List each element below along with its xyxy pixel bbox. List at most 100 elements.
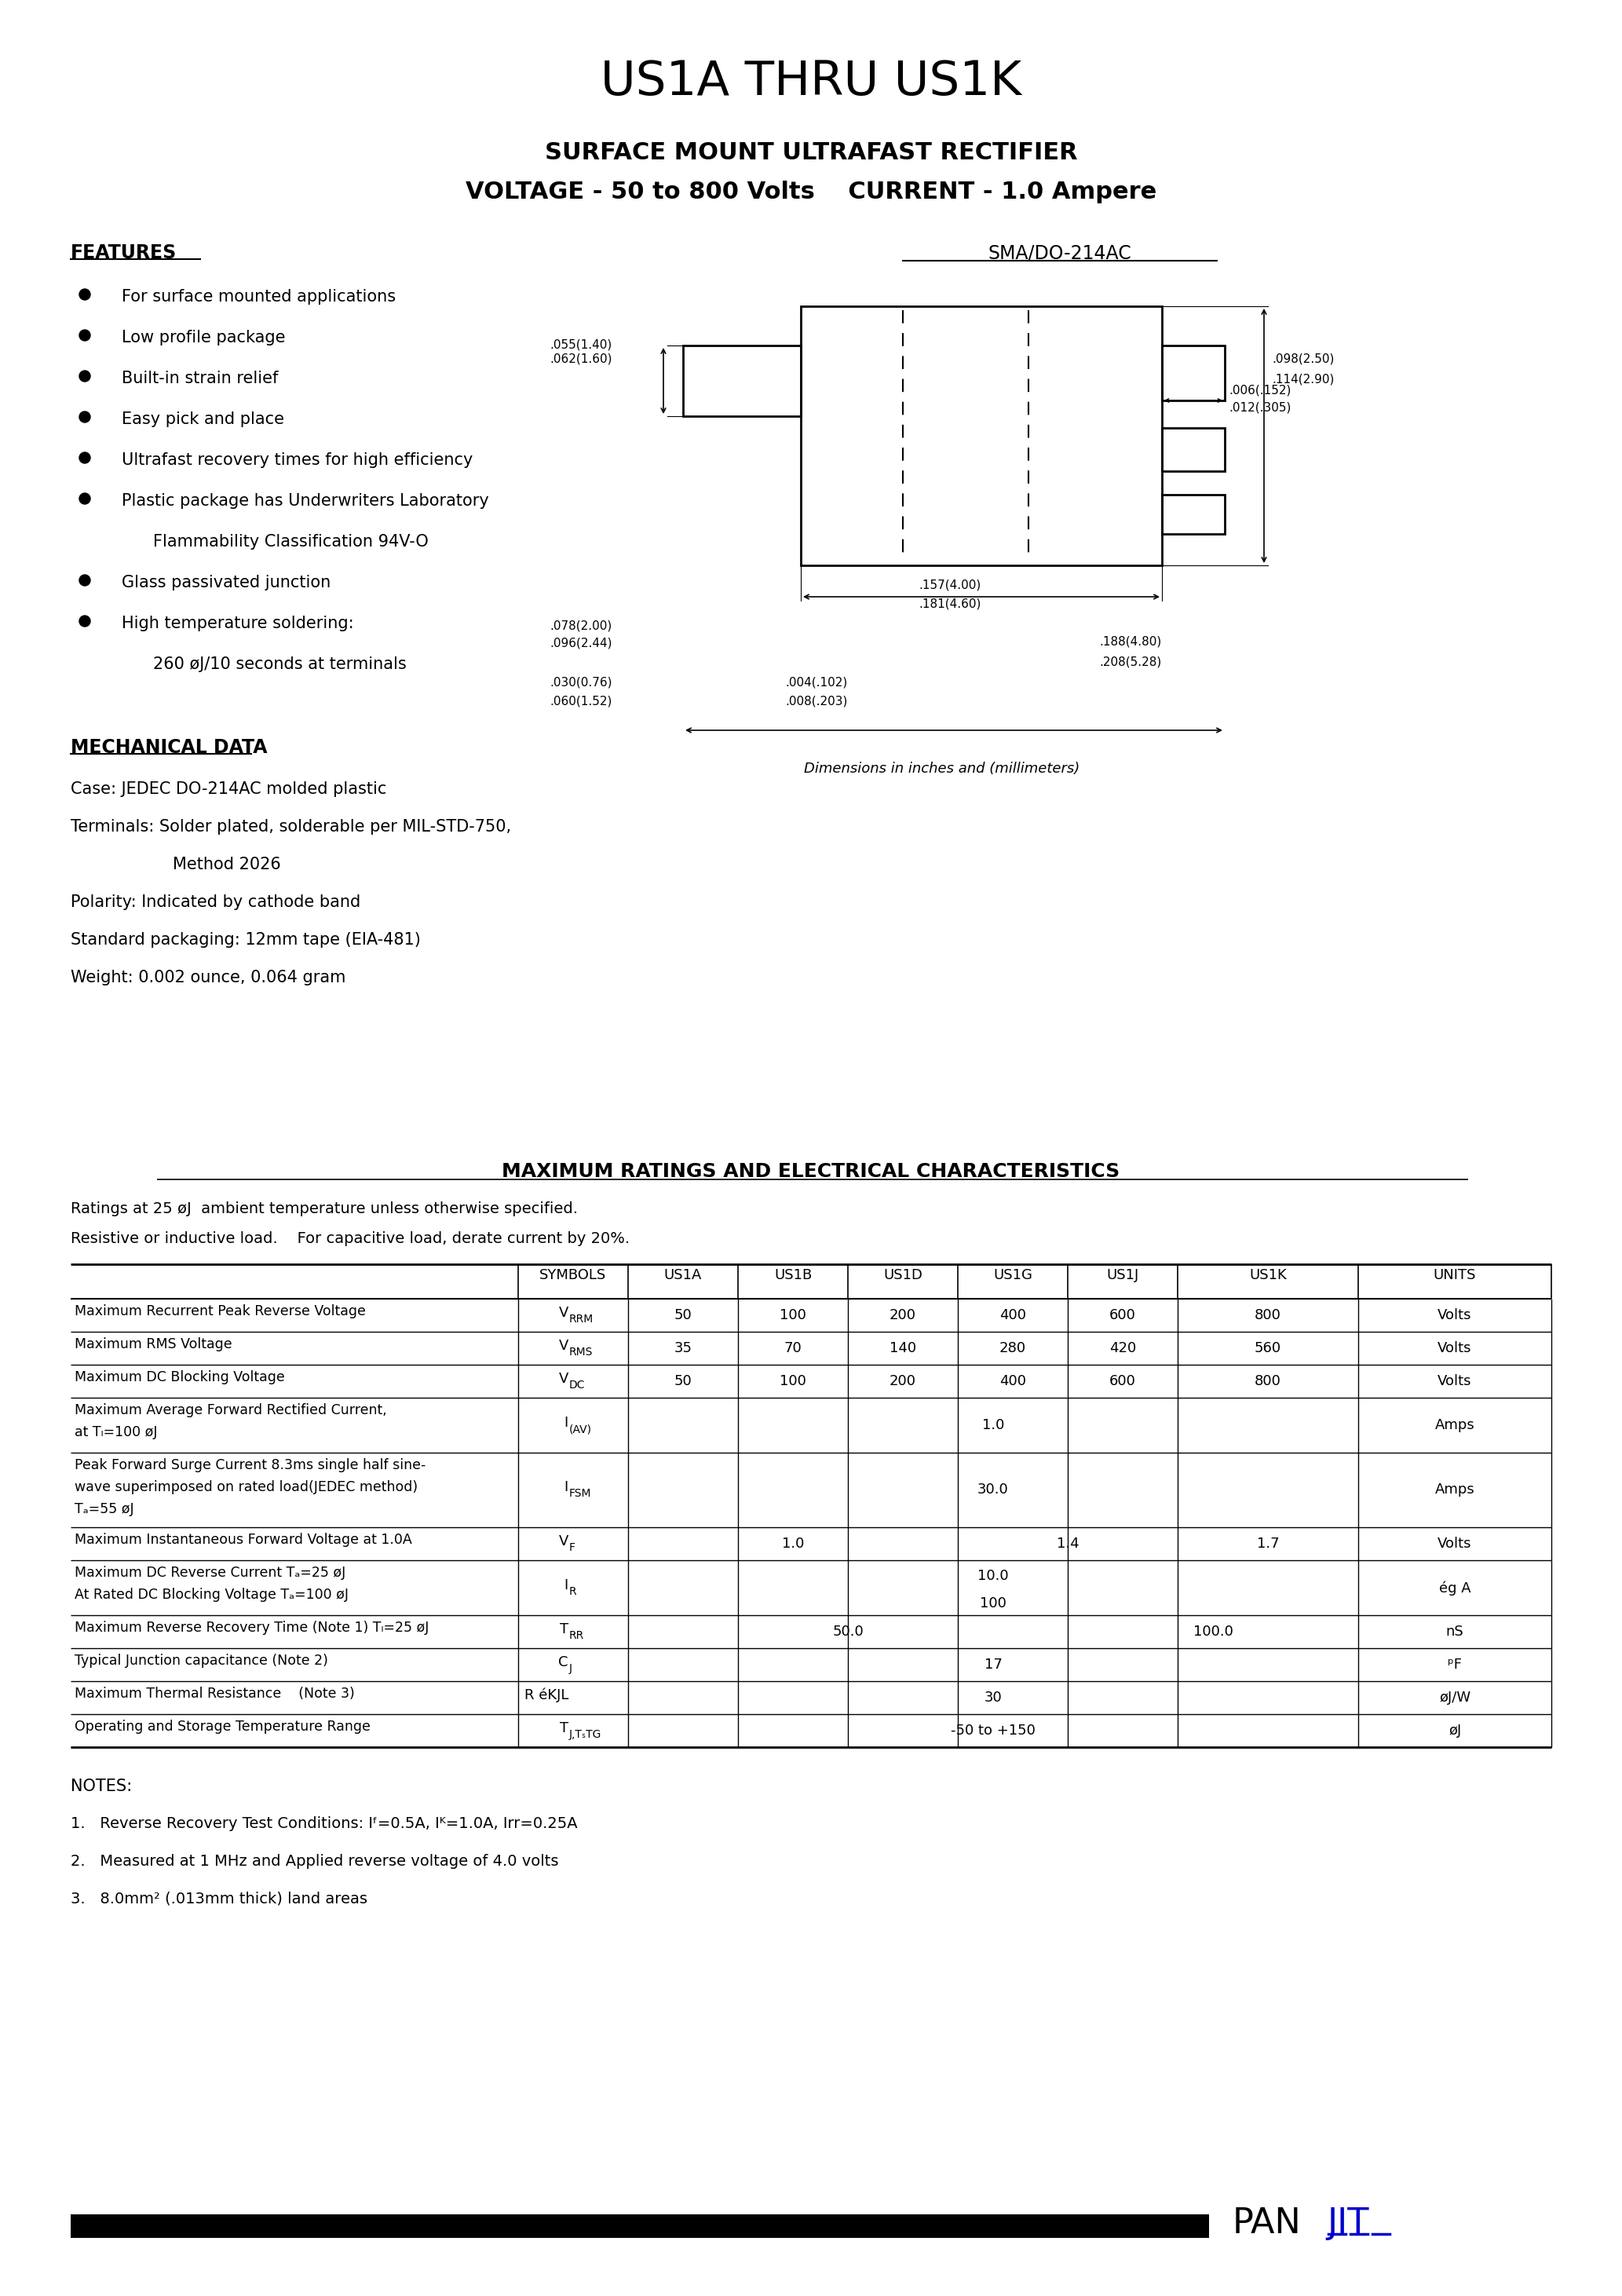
Text: F: F	[569, 1543, 576, 1552]
Text: .012(.305): .012(.305)	[1229, 402, 1291, 413]
Text: 140: 140	[889, 1341, 916, 1355]
Text: at Tₗ=100 øJ: at Tₗ=100 øJ	[75, 1426, 157, 1440]
Text: Maximum Instantaneous Forward Voltage at 1.0A: Maximum Instantaneous Forward Voltage at…	[75, 1534, 412, 1548]
Circle shape	[79, 494, 91, 505]
Text: 600: 600	[1109, 1373, 1135, 1389]
Text: Peak Forward Surge Current 8.3ms single half sine-: Peak Forward Surge Current 8.3ms single …	[75, 1458, 427, 1472]
Text: RMS: RMS	[569, 1348, 594, 1357]
Text: Low profile package: Low profile package	[122, 331, 285, 344]
Text: FSM: FSM	[569, 1488, 592, 1499]
Text: 1.4: 1.4	[1056, 1536, 1079, 1550]
Text: nS: nS	[1445, 1626, 1463, 1639]
Text: 100: 100	[980, 1596, 1006, 1609]
Text: RR: RR	[569, 1630, 584, 1642]
Text: øJ/W: øJ/W	[1439, 1690, 1471, 1704]
Text: Ultrafast recovery times for high efficiency: Ultrafast recovery times for high effici…	[122, 452, 474, 468]
Text: Terminals: Solder plated, solderable per MIL-STD-750,: Terminals: Solder plated, solderable per…	[71, 820, 511, 836]
Text: J,TₛTG: J,TₛTG	[569, 1729, 602, 1740]
Bar	[1161, 494, 1225, 535]
Text: Tₐ=55 øJ: Tₐ=55 øJ	[75, 1502, 135, 1515]
Text: US1A THRU US1K: US1A THRU US1K	[600, 60, 1022, 106]
Text: R: R	[569, 1587, 577, 1598]
Text: .188(4.80): .188(4.80)	[1100, 636, 1161, 647]
Circle shape	[79, 411, 91, 422]
Text: PAN: PAN	[1233, 2206, 1301, 2241]
Text: MAXIMUM RATINGS AND ELECTRICAL CHARACTERISTICS: MAXIMUM RATINGS AND ELECTRICAL CHARACTER…	[501, 1162, 1121, 1180]
Text: Resistive or inductive load.    For capacitive load, derate current by 20%.: Resistive or inductive load. For capacit…	[71, 1231, 629, 1247]
Text: 600: 600	[1109, 1309, 1135, 1322]
Text: 260 øJ/10 seconds at terminals: 260 øJ/10 seconds at terminals	[152, 657, 407, 673]
Text: 50.0: 50.0	[832, 1626, 863, 1639]
Text: Maximum Recurrent Peak Reverse Voltage: Maximum Recurrent Peak Reverse Voltage	[75, 1304, 365, 1318]
Text: .114(2.90): .114(2.90)	[1272, 372, 1335, 386]
Text: .157(4.00): .157(4.00)	[918, 579, 981, 592]
Text: Ratings at 25 øJ  ambient temperature unless otherwise specified.: Ratings at 25 øJ ambient temperature unl…	[71, 1201, 577, 1217]
Text: .055(1.40): .055(1.40)	[550, 340, 611, 351]
Text: 30.0: 30.0	[978, 1483, 1009, 1497]
Text: Maximum Thermal Resistance    (Note 3): Maximum Thermal Resistance (Note 3)	[75, 1688, 355, 1701]
Text: 2.   Measured at 1 MHz and Applied reverse voltage of 4.0 volts: 2. Measured at 1 MHz and Applied reverse…	[71, 1853, 558, 1869]
Text: 420: 420	[1109, 1341, 1135, 1355]
Text: Volts: Volts	[1437, 1373, 1471, 1389]
Text: J: J	[569, 1662, 573, 1674]
Text: .098(2.50): .098(2.50)	[1272, 354, 1335, 365]
Text: 100.0: 100.0	[1194, 1626, 1233, 1639]
Text: NOTES:: NOTES:	[71, 1779, 131, 1793]
Text: 280: 280	[999, 1341, 1027, 1355]
Text: US1G: US1G	[993, 1267, 1032, 1281]
Text: Method 2026: Method 2026	[172, 856, 281, 872]
Text: .078(2.00): .078(2.00)	[550, 620, 611, 631]
Text: MECHANICAL DATA: MECHANICAL DATA	[71, 737, 268, 758]
Text: Maximum DC Reverse Current Tₐ=25 øJ: Maximum DC Reverse Current Tₐ=25 øJ	[75, 1566, 345, 1580]
Text: Maximum RMS Voltage: Maximum RMS Voltage	[75, 1336, 232, 1352]
Text: SYMBOLS: SYMBOLS	[540, 1267, 607, 1281]
Text: 50: 50	[675, 1309, 693, 1322]
Text: 3.   8.0mm² (.013mm thick) land areas: 3. 8.0mm² (.013mm thick) land areas	[71, 1892, 368, 1906]
Text: 35: 35	[675, 1341, 693, 1355]
Text: T: T	[560, 1623, 568, 1637]
Text: .208(5.28): .208(5.28)	[1100, 657, 1161, 668]
Text: Maximum DC Blocking Voltage: Maximum DC Blocking Voltage	[75, 1371, 285, 1384]
Text: High temperature soldering:: High temperature soldering:	[122, 615, 354, 631]
Text: .030(0.76): .030(0.76)	[550, 677, 611, 689]
Text: 560: 560	[1254, 1341, 1281, 1355]
Text: I: I	[564, 1417, 568, 1430]
Text: Operating and Storage Temperature Range: Operating and Storage Temperature Range	[75, 1720, 370, 1733]
Text: 1.   Reverse Recovery Test Conditions: Iᶠ=0.5A, Iᴷ=1.0A, Irr=0.25A: 1. Reverse Recovery Test Conditions: Iᶠ=…	[71, 1816, 577, 1832]
Circle shape	[79, 452, 91, 464]
Text: .006(.152): .006(.152)	[1229, 386, 1291, 397]
Bar	[1161, 427, 1225, 471]
Text: Weight: 0.002 ounce, 0.064 gram: Weight: 0.002 ounce, 0.064 gram	[71, 969, 345, 985]
Circle shape	[79, 574, 91, 585]
Text: ég A: ég A	[1439, 1580, 1471, 1596]
Text: 100: 100	[780, 1309, 806, 1322]
Text: .096(2.44): .096(2.44)	[550, 638, 611, 650]
Text: -50 to +150: -50 to +150	[950, 1724, 1035, 1738]
Text: US1B: US1B	[774, 1267, 813, 1281]
Text: ᵖF: ᵖF	[1448, 1658, 1461, 1671]
Text: Built-in strain relief: Built-in strain relief	[122, 370, 279, 386]
Text: Polarity: Indicated by cathode band: Polarity: Indicated by cathode band	[71, 895, 360, 909]
Text: Typical Junction capacitance (Note 2): Typical Junction capacitance (Note 2)	[75, 1653, 328, 1667]
Circle shape	[79, 331, 91, 340]
Text: US1D: US1D	[884, 1267, 923, 1281]
Circle shape	[79, 370, 91, 381]
Text: V: V	[558, 1306, 568, 1320]
Text: wave superimposed on rated load(JEDEC method): wave superimposed on rated load(JEDEC me…	[75, 1481, 418, 1495]
Text: SMA/DO-214AC: SMA/DO-214AC	[988, 243, 1132, 262]
Text: 800: 800	[1255, 1309, 1281, 1322]
Text: UNITS: UNITS	[1434, 1267, 1476, 1281]
Text: 17: 17	[985, 1658, 1002, 1671]
Bar	[1161, 344, 1225, 400]
Text: I: I	[564, 1481, 568, 1495]
Text: Maximum Average Forward Rectified Current,: Maximum Average Forward Rectified Curren…	[75, 1403, 388, 1417]
Text: Flammability Classification 94V-O: Flammability Classification 94V-O	[152, 535, 428, 549]
Text: C: C	[558, 1655, 568, 1669]
Text: 1.0: 1.0	[981, 1419, 1004, 1433]
Text: 200: 200	[889, 1373, 916, 1389]
Text: JIT: JIT	[1327, 2206, 1369, 2241]
Text: FEATURES: FEATURES	[71, 243, 177, 262]
Text: 800: 800	[1255, 1373, 1281, 1389]
Text: Case: JEDEC DO-214AC molded plastic: Case: JEDEC DO-214AC molded plastic	[71, 781, 386, 797]
Text: Volts: Volts	[1437, 1536, 1471, 1550]
